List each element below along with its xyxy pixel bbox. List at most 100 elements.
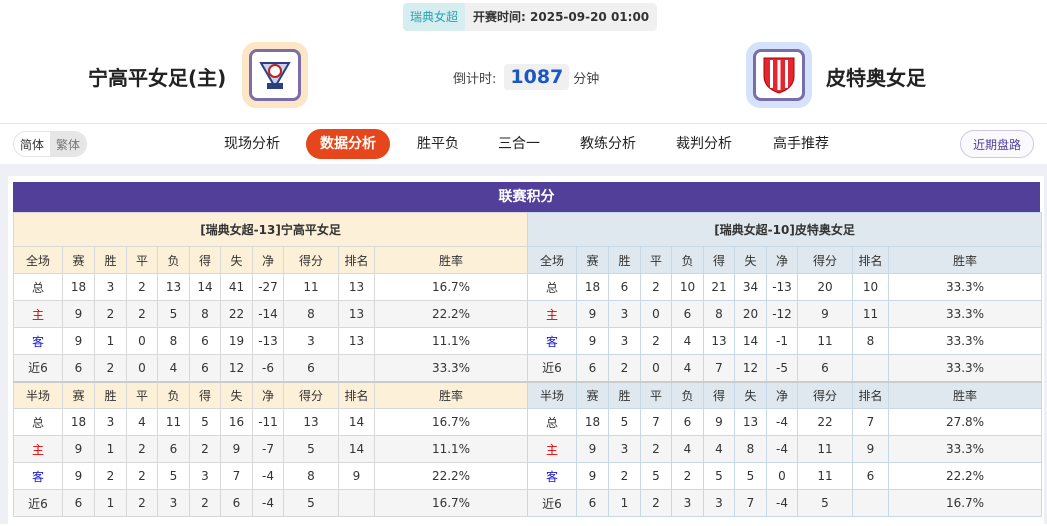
column-header: 胜 [608, 246, 641, 274]
column-header: 排名 [338, 246, 375, 274]
cell: 3 [94, 408, 127, 436]
cell: 14 [189, 273, 221, 301]
column-header: 平 [126, 380, 158, 409]
column-header: 负 [157, 246, 190, 274]
cell: 4 [671, 435, 704, 463]
tab-coach-analysis[interactable]: 教练分析 [580, 136, 636, 152]
table-row: 近6 6 2 0 4 7 12 -5 6 33.3% [527, 354, 1043, 382]
cell: 9 [576, 300, 609, 328]
cell: 33.3% [887, 327, 1043, 355]
cell: 6 [608, 273, 641, 301]
column-header: 排名 [338, 380, 375, 409]
cell: 33.3% [373, 354, 529, 382]
recent-trends-button[interactable]: 近期盘路 [960, 130, 1035, 158]
table-row: 主 9 3 0 6 8 20 -12 9 11 33.3% [527, 300, 1043, 328]
row-label: 主 [527, 300, 577, 328]
cell: 7 [220, 462, 253, 490]
cell: 8 [734, 435, 767, 463]
cell: 1 [94, 327, 127, 355]
cell: 11 [283, 273, 339, 301]
tab-win-draw-lose[interactable]: 胜平负 [417, 136, 459, 152]
away-team-logo[interactable] [746, 42, 812, 108]
row-label: 主 [13, 435, 63, 463]
cell: -14 [252, 300, 284, 328]
tab-expert-picks[interactable]: 高手推荐 [773, 136, 829, 152]
cell: 4 [126, 408, 158, 436]
cell: 11 [797, 435, 853, 463]
tab-live-analysis[interactable]: 现场分析 [224, 136, 280, 152]
cell [338, 354, 375, 382]
cell: 6 [671, 408, 704, 436]
cell: -13 [252, 327, 284, 355]
cell: 3 [283, 327, 339, 355]
table-row: 主 9 1 2 6 2 9 -7 5 14 11.1% [13, 435, 529, 463]
lang-traditional[interactable]: 繁体 [50, 132, 87, 156]
table-row: 总 18 3 4 11 5 16 -11 13 14 16.7% [13, 408, 529, 436]
tab-three-in-one[interactable]: 三合一 [498, 136, 540, 152]
cell: 2 [640, 327, 672, 355]
cell: 9 [576, 462, 609, 490]
cell: 7 [734, 489, 767, 517]
divider [0, 164, 1047, 174]
team-header-row: [瑞典女超-10]皮特奥女足 [526, 212, 1043, 247]
column-header: 赛 [576, 380, 609, 409]
cell: 5 [283, 435, 339, 463]
lang-simplified[interactable]: 简体 [20, 138, 45, 152]
cell: -4 [252, 462, 284, 490]
cell: 8 [703, 300, 735, 328]
table-row: 客 9 2 2 5 3 7 -4 8 9 22.2% [13, 462, 529, 490]
cell: 3 [671, 489, 704, 517]
column-header: 失 [220, 246, 253, 274]
cell: 2 [126, 489, 158, 517]
cell: 12 [220, 354, 253, 382]
countdown-unit: 分钟 [573, 71, 600, 87]
cell: -12 [766, 300, 798, 328]
section-label: 半场 [527, 380, 577, 409]
home-team-logo[interactable] [242, 42, 308, 108]
cell: 7 [852, 408, 889, 436]
column-header: 胜 [94, 246, 127, 274]
away-team-name[interactable]: 皮特奥女足 [826, 66, 926, 90]
tab-data-analysis[interactable]: 数据分析 [306, 129, 390, 159]
section-label: 半场 [13, 380, 63, 409]
cell: 11 [852, 300, 889, 328]
row-label: 主 [13, 300, 63, 328]
row-label: 客 [527, 327, 577, 355]
column-header: 排名 [852, 246, 889, 274]
cell: 3 [157, 489, 190, 517]
column-header: 平 [640, 246, 672, 274]
cell: 0 [640, 300, 672, 328]
full-header-row: 全场赛胜平负得失净得分 排名 胜率 [527, 246, 1043, 274]
cell: 13 [338, 300, 375, 328]
cell: 18 [62, 408, 95, 436]
cell: 2 [189, 435, 221, 463]
home-team-name[interactable]: 宁高平女足(主) [88, 66, 227, 90]
cell: 33.3% [887, 273, 1043, 301]
row-label: 近6 [527, 489, 577, 517]
cell: 9 [62, 327, 95, 355]
kickoff-label: 开赛时间: [473, 10, 526, 24]
tab-referee-analysis[interactable]: 裁判分析 [676, 136, 732, 152]
cell: 5 [640, 462, 672, 490]
cell: 3 [94, 273, 127, 301]
cell: 13 [734, 408, 767, 436]
cell [852, 354, 889, 382]
countdown-value: 1087 [504, 64, 570, 90]
column-header: 胜率 [373, 380, 529, 409]
cell: 11.1% [373, 327, 529, 355]
cell: 0 [126, 354, 158, 382]
cell: 12 [734, 354, 767, 382]
cell: 2 [640, 489, 672, 517]
cell: 21 [703, 273, 735, 301]
cell: 2 [640, 435, 672, 463]
table-row: 客 9 1 0 8 6 19 -13 3 13 11.1% [13, 327, 529, 355]
cell: 11 [797, 462, 853, 490]
cell: 20 [734, 300, 767, 328]
table-row: 总 18 3 2 13 14 41 -27 11 13 16.7% [13, 273, 529, 301]
column-header: 平 [126, 246, 158, 274]
row-label: 主 [527, 435, 577, 463]
league-badge[interactable]: 瑞典女超 [403, 3, 466, 31]
cell: -7 [252, 435, 284, 463]
cell: 16.7% [373, 273, 529, 301]
row-label: 近6 [527, 354, 577, 382]
